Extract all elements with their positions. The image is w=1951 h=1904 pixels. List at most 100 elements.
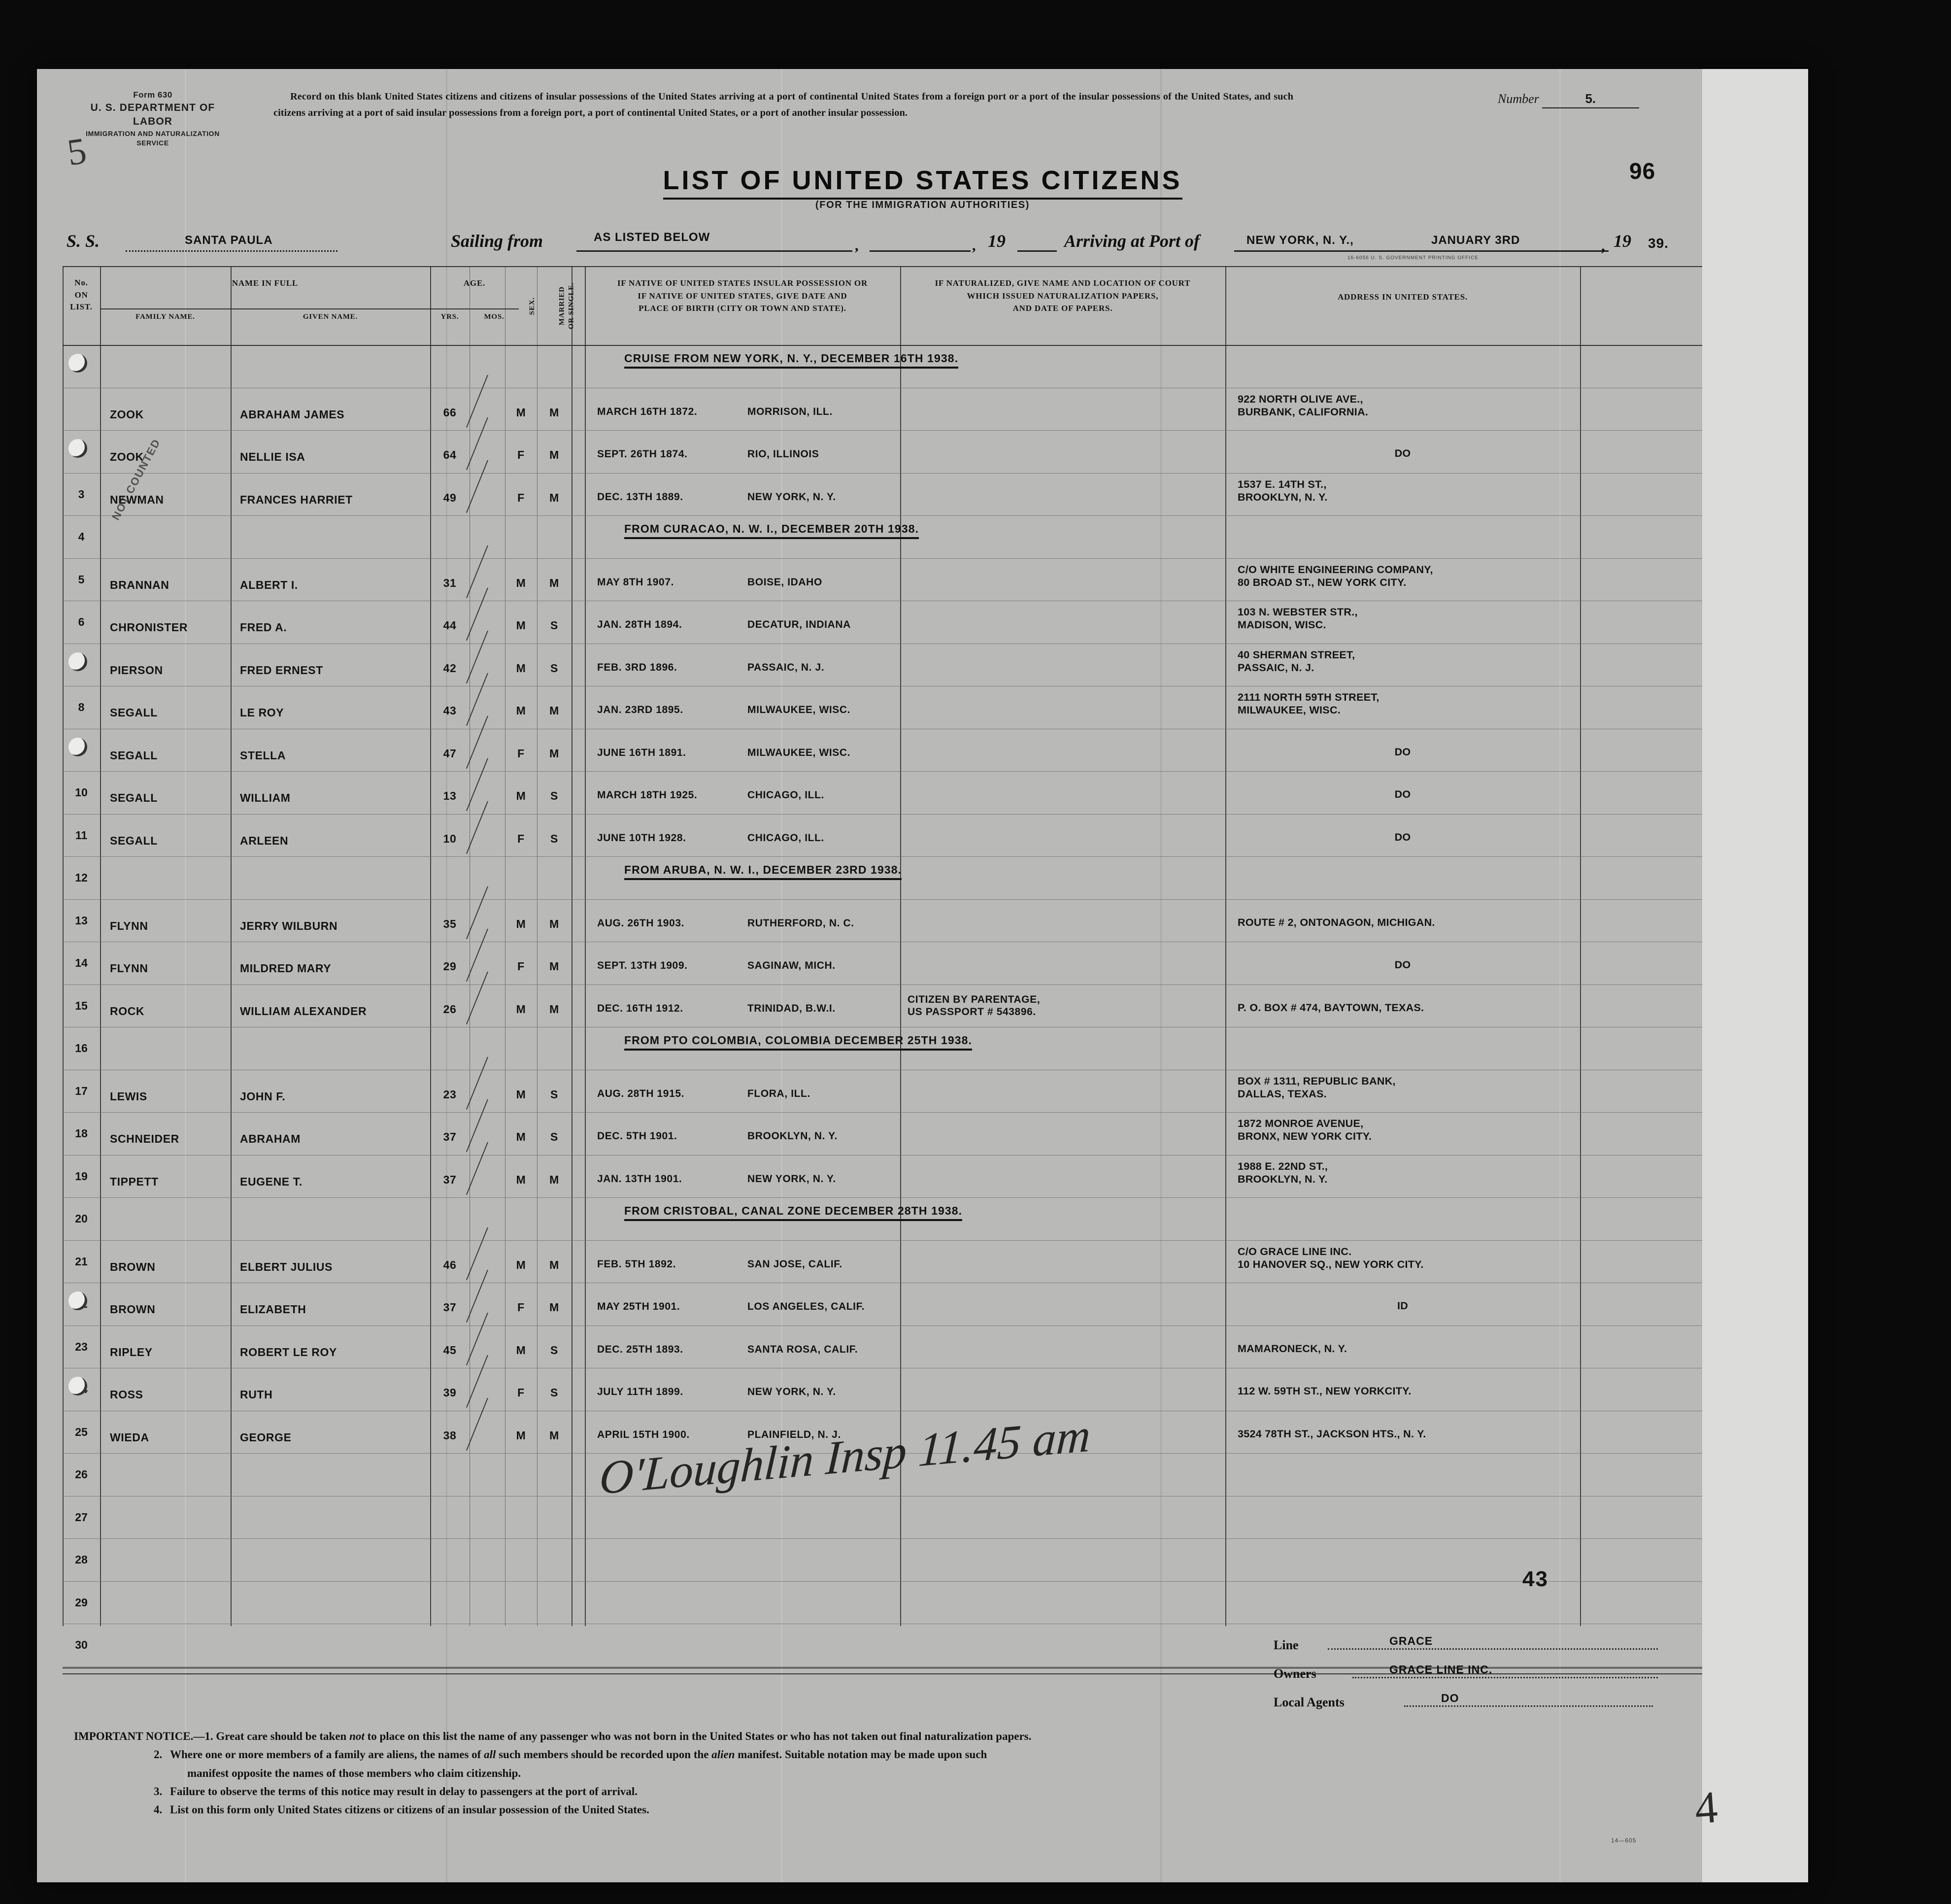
family-name-cell: BROWN [110, 1303, 156, 1316]
marital-status-cell: M [549, 1002, 559, 1016]
family-name-cell: SEGALL [110, 748, 158, 762]
sex-cell: M [516, 1258, 526, 1271]
row-number: 20 [75, 1212, 88, 1225]
sex-cell: M [516, 576, 526, 589]
address-cell: 40 SHERMAN STREET, PASSAIC, N. J. [1238, 648, 1355, 674]
birth-place-cell: LOS ANGELES, CALIF. [747, 1301, 865, 1312]
notice-2-number: 2. [154, 1748, 163, 1761]
marital-status-cell: M [549, 1301, 559, 1314]
family-name-cell: LEWIS [110, 1089, 147, 1103]
row-number: 26 [75, 1468, 88, 1481]
age-years-cell: 37 [443, 1130, 457, 1143]
row-number: 27 [75, 1510, 88, 1524]
header-sex: SEX. [528, 297, 536, 315]
given-name-cell: FRED ERNEST [240, 663, 323, 677]
address-cell: 3524 78TH ST., JACKSON HTS., N. Y. [1238, 1428, 1426, 1440]
given-name-cell: WILLIAM [240, 791, 291, 804]
address-cell: C/O GRACE LINE INC. 10 HANOVER SQ., NEW Y… [1238, 1245, 1424, 1270]
header-no-on-list: No. ON LIST. [70, 278, 93, 312]
address-cell: DO [1394, 959, 1411, 971]
notice-2-text-b: such members should be recorded upon the [496, 1748, 712, 1761]
sex-cell: F [517, 491, 525, 504]
age-years-cell: 37 [443, 1173, 457, 1186]
row-number: 10 [75, 786, 88, 799]
address-cell: DO [1394, 831, 1411, 843]
birth-place-cell: CHICAGO, ILL. [747, 832, 824, 844]
header-age-months: MOS. [484, 313, 505, 321]
row-number: 3 [78, 487, 85, 501]
address-cell: 922 NORTH OLIVE AVE., BURBANK, CALIFORNIA… [1238, 393, 1369, 418]
birth-date-cell: JULY 11TH 1899. [597, 1386, 683, 1397]
marital-status-cell: M [549, 448, 559, 461]
marital-status-cell: M [549, 704, 559, 717]
age-years-cell: 44 [443, 619, 457, 632]
birth-date-cell: AUG. 28TH 1915. [597, 1088, 685, 1099]
birth-place-cell: PASSAIC, N. J. [747, 661, 825, 673]
family-name-cell: SEGALL [110, 834, 158, 847]
section-banner: FROM CURACAO, N. W. I., DECEMBER 20TH 19… [624, 522, 919, 539]
birth-date-cell: JAN. 13TH 1901. [597, 1173, 682, 1185]
marital-status-cell: S [550, 1130, 558, 1143]
birth-date-cell: DEC. 13TH 1889. [597, 491, 683, 503]
notice-3-number: 3. [154, 1785, 163, 1798]
form-agency-block: Form 630 U. S. DEPARTMENT OF LABOR IMMIG… [71, 90, 234, 147]
row-number: 6 [78, 615, 85, 628]
header-age-years: YRS. [440, 313, 459, 321]
header-given-name: GIVEN NAME. [303, 313, 358, 321]
sex-cell: F [517, 1386, 525, 1399]
notice-4-number: 4. [154, 1803, 163, 1816]
year-value: 39. [1648, 236, 1669, 251]
given-name-cell: EUGENE T. [240, 1175, 303, 1188]
family-name-cell: WIEDA [110, 1430, 149, 1444]
birth-date-cell: MAY 8TH 1907. [597, 576, 674, 588]
family-name-cell: TIPPETT [110, 1175, 159, 1188]
birth-place-cell: NEW YORK, N. Y. [747, 1173, 836, 1185]
marital-status-cell: M [549, 1428, 559, 1442]
row-number: 15 [75, 999, 88, 1012]
given-name-cell: MILDRED MARY [240, 962, 332, 975]
birth-place-cell: CHICAGO, ILL. [747, 789, 824, 801]
manifest-sheet: Form 630 U. S. DEPARTMENT OF LABOR IMMIG… [37, 69, 1808, 1882]
birth-date-cell: MAY 25TH 1901. [597, 1301, 680, 1312]
birth-date-cell: MARCH 16TH 1872. [597, 406, 698, 417]
address-cell: ID [1397, 1300, 1409, 1312]
row-number: 13 [75, 914, 88, 927]
family-name-cell: ZOOK [110, 450, 144, 463]
given-name-cell: JERRY WILBURN [240, 919, 338, 932]
family-name-cell: BRANNAN [110, 578, 169, 591]
marital-status-cell: S [550, 1088, 558, 1101]
given-name-cell: NELLIE ISA [240, 450, 305, 463]
row-number: 4 [78, 530, 85, 543]
naturalization-cell: CITIZEN BY PARENTAGE, US PASSPORT # 54389… [908, 993, 1041, 1018]
marital-status-cell: S [550, 832, 558, 845]
family-name-cell: ROCK [110, 1004, 145, 1018]
given-name-cell: LE ROY [240, 706, 284, 719]
age-years-cell: 35 [443, 917, 457, 930]
row-number: 19 [75, 1169, 88, 1183]
number-value: 5. [1542, 91, 1639, 108]
age-years-cell: 42 [443, 661, 457, 675]
row-number: 25 [75, 1425, 88, 1438]
birth-place-cell: SAGINAW, MICH. [747, 960, 836, 971]
birth-place-cell: TRINIDAD, B.W.I. [747, 1002, 836, 1014]
birth-date-cell: SEPT. 26TH 1874. [597, 448, 688, 460]
age-years-cell: 49 [443, 491, 457, 504]
notice-3-text: Failure to observe the terms of this not… [170, 1785, 638, 1798]
owners-value: GRACE LINE INC. [1389, 1663, 1493, 1676]
family-name-cell: SCHNEIDER [110, 1132, 179, 1145]
binder-punch-hole [68, 439, 87, 458]
sailing-from-value: AS LISTED BELOW [594, 231, 710, 244]
birth-date-cell: FEB. 3RD 1896. [597, 661, 677, 673]
family-name-cell: CHRONISTER [110, 621, 188, 634]
sex-cell: M [516, 1343, 526, 1357]
given-name-cell: JOHN F. [240, 1089, 286, 1103]
address-cell: P. O. BOX # 474, BAYTOWN, TEXAS. [1238, 1001, 1424, 1014]
row-number: 18 [75, 1127, 88, 1140]
address-cell: ROUTE # 2, ONTONAGON, MICHIGAN. [1238, 916, 1435, 928]
marital-status-cell: S [550, 1343, 558, 1357]
owners-label: Owners [1274, 1666, 1316, 1681]
row-number: 29 [75, 1596, 88, 1609]
carrier-info-block: Line GRACE Owners GRACE LINE INC. Local … [1274, 1626, 1717, 1712]
form-number: Form 630 [133, 90, 172, 100]
notice-4-text: List on this form only United States cit… [170, 1803, 649, 1816]
